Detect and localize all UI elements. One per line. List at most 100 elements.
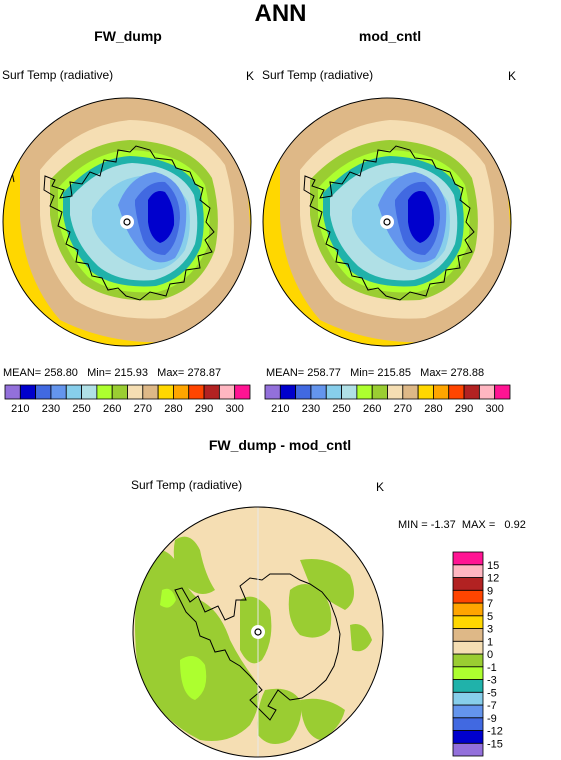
diff-colorbar-swatch-8 [452,640,484,655]
diff-colorbar-tick-label: -1 [487,662,497,674]
diff-unit-label: K [376,480,385,494]
panel-2-colorbar-swatch-3 [310,384,327,400]
panel-1-field-label: Surf Temp (radiative) [2,68,114,82]
panel-1-colorbar-swatch-6 [96,384,113,400]
panel-1-map-border [2,97,252,347]
panel-1-colorbar-swatch-11 [173,384,190,400]
diff-colorbar-swatch-10 [452,615,484,629]
diff-colorbar-tick-label: 12 [487,573,499,585]
diff-min-value: -1.37 [430,519,456,531]
panel-2-min-label: Min= [350,367,375,379]
panel-2-stats: MEAN= 258.77 Min= 215.85 Max= 278.88 [266,367,484,379]
panel-1-colorbar-swatch-2 [35,384,52,400]
panel-2-colorbar-swatch-1 [279,384,297,400]
panel-1-colorbar-tick-label: 280 [164,403,182,415]
panel-2-colorbar-swatch-2 [295,384,312,400]
panel-1-colorbar-swatch-10 [157,384,174,400]
panel-1-colorbar-swatch-0 [4,384,21,400]
panel-2-mean-label: MEAN= [266,367,305,379]
main-title: ANN [254,0,307,27]
diff-colorbar-tick-label: -5 [487,687,497,699]
diff-colorbar-swatch-11 [452,602,484,617]
diff-colorbar-swatch-5 [452,679,484,693]
panel-2-colorbar-swatch-14 [478,384,496,400]
panel-1-colorbar-tick-label: 290 [195,403,213,415]
panel-1-mean-value: 258.80 [44,367,78,379]
panel-1-colorbar-tick-label: 300 [226,403,244,415]
panel-2-mean-value: 258.77 [307,367,341,379]
diff-colorbar-tick-label: 15 [487,560,499,572]
panel-1-colorbar-swatch-9 [142,384,159,400]
panel-2-colorbar-tick-label: 230 [302,403,320,415]
panel-1-max-label: Max= [157,367,185,379]
panel-1-max-value: 278.87 [187,367,222,379]
panel-2-colorbar-tick-label: 290 [455,403,473,415]
diff-colorbar-swatch-3 [452,704,484,719]
panel-1-title: FW_dump [94,28,162,44]
panel-1-unit-label: K [246,69,255,83]
diff-stats: MIN = -1.37 MAX = 0.92 [398,519,526,531]
panel-2-colorbar-swatch-6 [356,384,373,400]
diff-colorbar-swatch-4 [452,691,484,706]
panel-2-colorbar-tick-label: 270 [394,403,412,415]
panel-1-colorbar-swatch-1 [19,384,37,400]
panel-2-colorbar-tick-label: 210 [271,403,289,415]
diff-colorbar-tick-label: 7 [487,598,493,610]
panel-2-colorbar-tick-label: 260 [363,403,381,415]
diff-title: FW_dump - mod_cntl [208,437,352,453]
diff-colorbar-tick-label: 3 [487,624,493,636]
panel-2-colorbar-swatch-11 [433,384,450,400]
panel-2-field-label: Surf Temp (radiative) [262,68,374,82]
diff-colorbar-tick-label: -12 [487,726,503,738]
diff-min-label: MIN = [398,519,428,531]
panel-2-colorbar-tick-label: 280 [424,403,442,415]
panel-1-colorbar-tick-label: 260 [103,403,121,415]
panel-1-colorbar-swatch-12 [188,384,205,400]
diff-colorbar-tick-label: 9 [487,585,493,597]
panel-2-colorbar-swatch-5 [341,384,358,400]
panel-2-pole-marker [380,215,394,229]
panel-2-title: mod_cntl [358,28,422,44]
diff-colorbar-swatch-7 [452,653,484,668]
panel-2-colorbar-swatch-9 [402,384,419,400]
panel-1-colorbar-tick-label: 210 [11,403,29,415]
diff-colorbar-swatch-13 [452,577,484,591]
diff-colorbar-tick-label: -15 [487,738,503,750]
panel-2-colorbar-swatch-12 [448,384,465,400]
panel-2-max-value: 278.88 [450,367,485,379]
panel-1-min-label: Min= [87,367,112,379]
panel-2-map-border [262,97,512,347]
panel-1-colorbar-swatch-7 [111,384,128,400]
diff-colorbar-swatch-14 [452,564,484,578]
diff-colorbar-swatch-6 [452,666,484,680]
diff-colorbar-swatch-9 [452,628,484,642]
panel-2-colorbar-swatch-15 [494,384,511,400]
panel-2-max-label: Max= [420,367,448,379]
panel-1-stats: MEAN= 258.80 Min= 215.93 Max= 278.87 [3,367,221,379]
diff-colorbar-tick-label: 0 [487,649,493,661]
diff-colorbar-tick-label: -3 [487,675,497,687]
panel-2-colorbar-tick-label: 300 [486,403,504,415]
panel-1-colorbar-swatch-14 [218,384,236,400]
panel-1-colorbar-swatch-13 [203,384,220,400]
diff-colorbar-swatch-1 [452,730,484,744]
diff-colorbar-tick-label: -7 [487,700,497,712]
panel-2-min-value: 215.85 [377,367,411,379]
panel-2-colorbar-swatch-0 [264,384,281,400]
diff-colorbar-swatch-12 [452,589,484,604]
panel-1-colorbar-swatch-4 [65,384,82,400]
diff-colorbar-swatch-2 [452,717,484,731]
diff-colorbar-swatch-0 [452,742,484,757]
panel-1-pole-marker [120,215,134,229]
panel-1-colorbar-swatch-8 [127,384,144,400]
diff-colorbar-tick-label: -9 [487,713,497,725]
diff-colorbar-swatch-15 [452,551,484,566]
panel-1-colorbar-tick-label: 230 [42,403,60,415]
panel-1-min-value: 215.93 [114,367,148,379]
diff-colorbar-tick-label: 5 [487,611,493,623]
panel-2-map [263,98,511,346]
panel-2-colorbar-swatch-8 [387,384,404,400]
panel-2-unit-label: K [508,69,517,83]
diff-map-border [132,506,384,758]
